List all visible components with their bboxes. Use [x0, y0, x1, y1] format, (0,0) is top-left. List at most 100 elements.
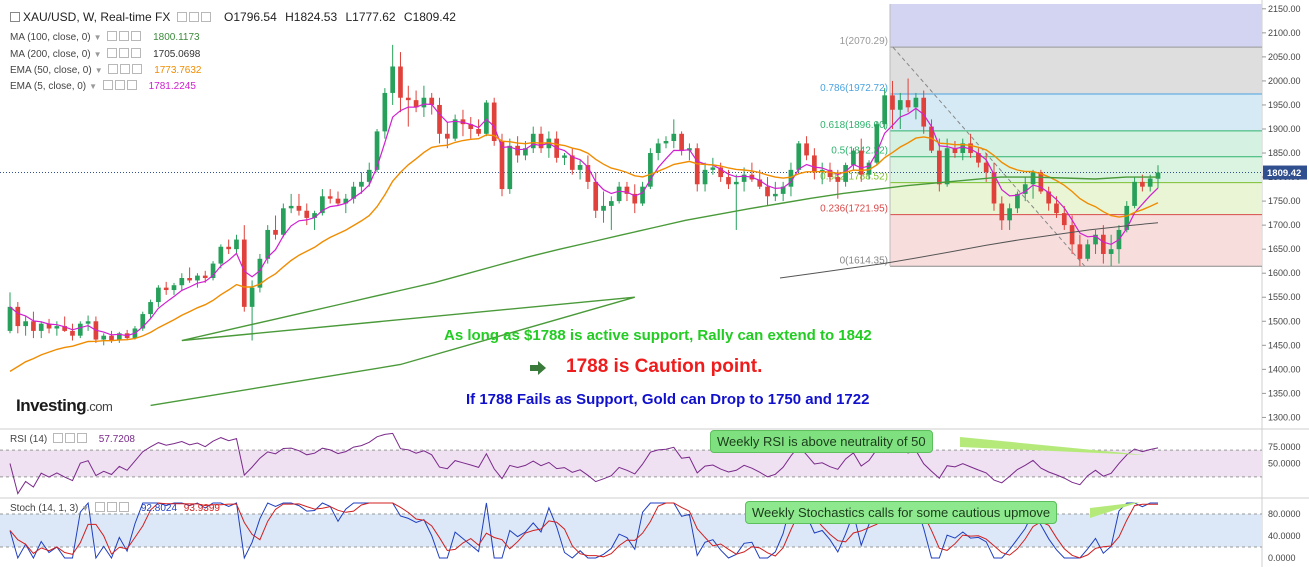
chevron-down-icon[interactable]: ▼ — [93, 33, 102, 42]
callout-rsi-pointer — [960, 437, 1145, 455]
indicator-value: 1773.7632 — [154, 65, 202, 76]
candle-body — [187, 278, 192, 281]
candle-body — [296, 205, 302, 211]
candle-body — [757, 179, 763, 187]
candle-body — [257, 258, 263, 288]
rsi-legend[interactable]: RSI (14) 57.7208 — [10, 433, 135, 445]
callout-stoch-pointer — [1090, 502, 1140, 518]
chevron-down-icon[interactable]: ▼ — [81, 504, 90, 513]
candle-body — [851, 150, 856, 166]
collapse-icon[interactable] — [10, 12, 20, 22]
candle-body — [976, 153, 981, 163]
chevron-down-icon[interactable]: ▼ — [94, 66, 103, 75]
candle-body — [1093, 234, 1098, 245]
candle-body — [897, 100, 903, 110]
candle-body — [218, 246, 224, 264]
callout-rsi: Weekly RSI is above neutrality of 50 — [710, 430, 933, 453]
candle-body — [601, 205, 606, 211]
chevron-down-icon[interactable]: ▼ — [89, 82, 98, 91]
legend-buttons[interactable] — [53, 433, 89, 445]
price-tick-label: 2100.00 — [1268, 28, 1301, 38]
indicator-legend-ma100[interactable]: MA (100, close, 0) ▼ 1800.1173 — [10, 31, 200, 43]
candle-body — [702, 169, 708, 185]
price-tick-label: 1350.00 — [1268, 388, 1301, 398]
candle-body — [968, 143, 973, 154]
candle-body — [804, 143, 809, 156]
candle-body — [234, 239, 239, 250]
candle-body — [101, 335, 107, 340]
candle-body — [944, 148, 950, 185]
price-tick-label: 2000.00 — [1268, 76, 1301, 86]
indicator-legend-ema5[interactable]: EMA (5, close, 0) ▼ 1781.2245 — [10, 80, 196, 92]
candle-body — [991, 172, 997, 204]
candle-body — [70, 330, 75, 336]
candle-body — [648, 153, 653, 187]
symbol-title: XAU/USD, W, Real-time FX — [23, 10, 171, 24]
candle-body — [827, 169, 833, 178]
legend-buttons[interactable] — [107, 31, 143, 43]
candle-body — [452, 119, 458, 139]
candle-body — [1030, 172, 1036, 185]
indicator-value: 1781.2245 — [148, 81, 196, 92]
candle-body — [999, 203, 1005, 221]
legend-buttons[interactable] — [176, 10, 213, 24]
fib-level-label: 0(1614.35) — [840, 255, 888, 266]
price-tick-label: 1950.00 — [1268, 100, 1301, 110]
legend-buttons[interactable] — [108, 64, 144, 76]
indicator-name: MA (200, close, 0) — [10, 49, 91, 60]
symbol-legend: XAU/USD, W, Real-time FX O1796.54 H1824.… — [10, 10, 456, 24]
annotation-breakdown: If 1788 Fails as Support, Gold can Drop … — [466, 391, 870, 408]
candle-body — [405, 97, 411, 101]
rsi-tick-label: 50.0000 — [1268, 459, 1301, 469]
rsi-line — [9, 432, 1159, 495]
candle-body — [210, 263, 216, 279]
candle-body — [23, 321, 28, 327]
price-tick-label: 1600.00 — [1268, 268, 1301, 278]
candle-body — [1155, 172, 1161, 179]
stoch-legend[interactable]: Stoch (14, 1, 3) ▼ 92.8024 93.9399 — [10, 502, 220, 514]
candle-body — [1007, 208, 1012, 221]
candle-body — [663, 141, 669, 144]
candle-body — [226, 246, 232, 250]
candle-body — [179, 278, 185, 286]
candle-body — [1132, 181, 1137, 206]
candle-body — [1077, 244, 1083, 259]
price-tick-label: 1700.00 — [1268, 220, 1301, 230]
price-tick-label: 1400.00 — [1268, 364, 1301, 374]
candle-body — [921, 97, 927, 127]
legend-buttons[interactable] — [102, 80, 139, 92]
candle-body — [444, 133, 450, 139]
candle-body — [726, 177, 731, 185]
candle-body — [632, 193, 638, 204]
last-price-tag — [1263, 165, 1307, 180]
candle-body — [7, 306, 13, 331]
candle-body — [163, 287, 169, 291]
indicator-value: 1705.0698 — [153, 49, 201, 60]
candle-body — [77, 323, 83, 336]
legend-buttons[interactable] — [95, 502, 131, 514]
chevron-down-icon[interactable]: ▼ — [93, 50, 102, 59]
candle-body — [733, 181, 739, 185]
candle-body — [593, 181, 599, 211]
indicator-legend-ema50[interactable]: EMA (50, close, 0) ▼ 1773.7632 — [10, 64, 201, 76]
indicator-value: 57.7208 — [98, 434, 135, 445]
ohlc-high: H1824.53 — [285, 10, 338, 24]
candle-body — [390, 66, 396, 93]
ohlc-low: L1777.62 — [345, 10, 396, 24]
candle-body — [273, 229, 278, 235]
candle-body — [694, 148, 700, 185]
legend-buttons[interactable] — [107, 48, 143, 60]
candle-body — [304, 210, 310, 218]
fib-level-label: 1(2070.29) — [840, 36, 888, 47]
candle-body — [54, 326, 60, 329]
candle-body — [1085, 244, 1091, 259]
stoch-band — [0, 514, 1262, 547]
fib-band — [890, 47, 1262, 95]
candle-body — [796, 143, 802, 170]
candle-body — [484, 102, 489, 134]
candle-body — [616, 186, 622, 202]
stoch-tick-label: 40.0000 — [1268, 531, 1301, 541]
indicator-legend-ma200[interactable]: MA (200, close, 0) ▼ 1705.0698 — [10, 48, 200, 60]
candle-body — [156, 287, 161, 303]
